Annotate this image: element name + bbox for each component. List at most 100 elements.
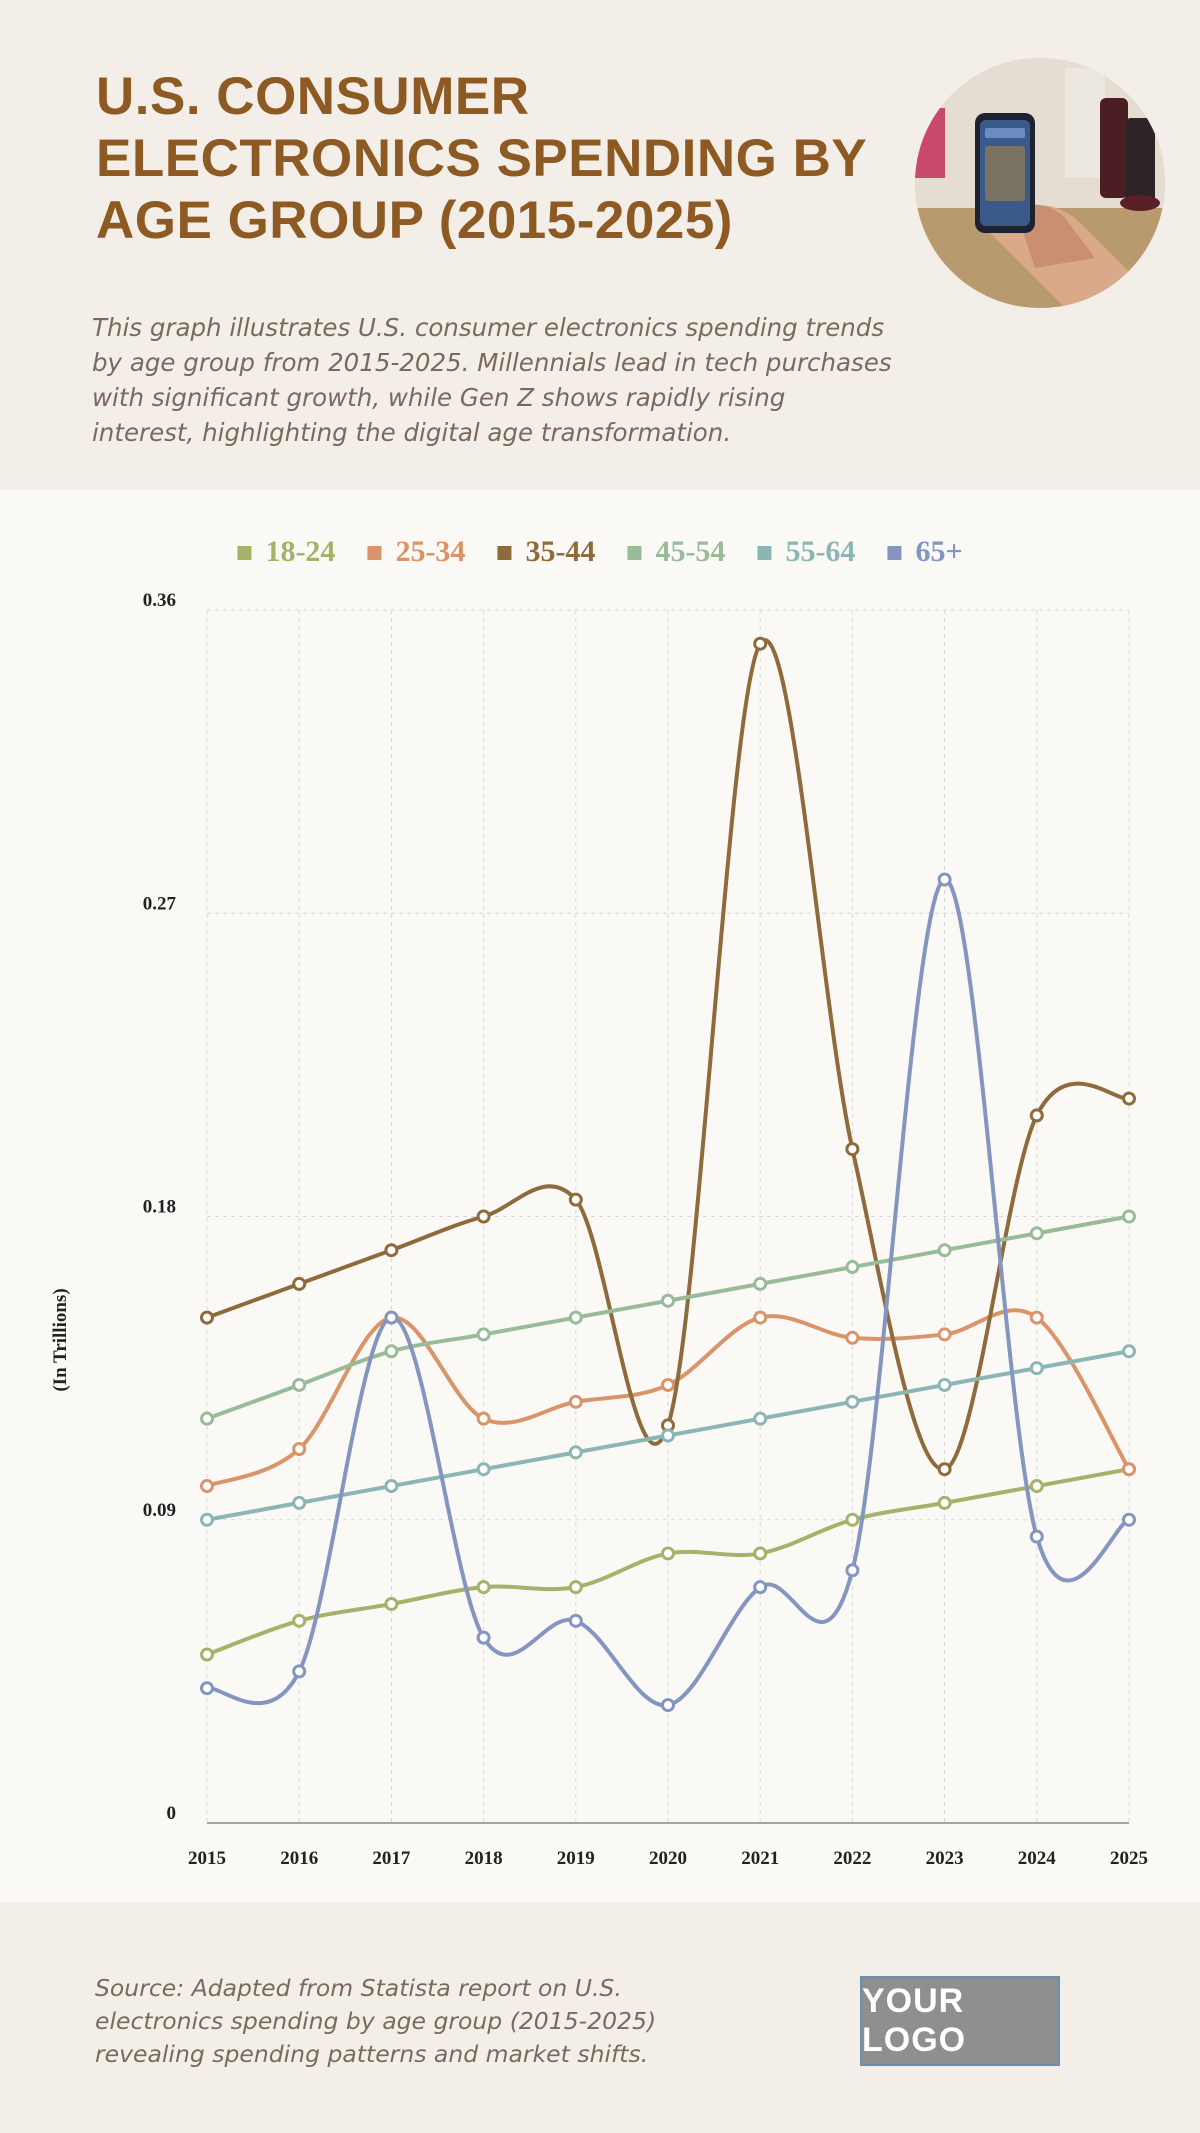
series-25-34 (200, 1308, 1136, 1494)
data-point (292, 1276, 307, 1291)
data-point (292, 1613, 307, 1628)
data-point (384, 1243, 399, 1258)
data-point (845, 1142, 860, 1157)
y-tick-label: 0.09 (143, 1500, 176, 1521)
legend-swatch (367, 546, 382, 560)
x-tick-label: 2025 (1110, 1848, 1148, 1869)
series-line (205, 638, 1131, 1472)
data-point (200, 1647, 214, 1662)
data-point (845, 1512, 860, 1527)
data-point (568, 1580, 583, 1595)
line-chart: 0 0.09 0.18 0.27 0.36 2015 2016 2017 2018 2019 202… (50, 535, 1148, 1869)
data-point (568, 1613, 583, 1628)
data-point (661, 1546, 675, 1561)
grid-lines (206, 609, 1130, 1823)
legend-item: 18-24 (237, 535, 335, 568)
x-tick-label: 2020 (649, 1848, 687, 1869)
data-point (384, 1344, 399, 1359)
header-section: U.S. CONSUMER ELECTRONICS SPENDING BY AG… (0, 0, 1200, 490)
data-point (1029, 1310, 1044, 1325)
y-tick-label: 0.36 (143, 590, 176, 611)
data-point (937, 1243, 952, 1258)
data-point (568, 1445, 583, 1460)
legend-swatch (237, 546, 252, 560)
data-point (200, 1681, 214, 1696)
x-tick-label: 2023 (926, 1848, 964, 1869)
phone-photo-illustration (915, 58, 1165, 308)
series-lines (200, 636, 1136, 1713)
data-point (568, 1394, 583, 1409)
legend-item: 25-34 (367, 535, 465, 568)
data-point (1029, 1479, 1044, 1494)
data-point (937, 1462, 952, 1477)
data-point (937, 1495, 952, 1510)
data-point (200, 1411, 214, 1426)
data-point (753, 1546, 768, 1561)
data-point (661, 1293, 675, 1308)
chart-panel: 0 0.09 0.18 0.27 0.36 2015 2016 2017 2018 2019 202… (0, 490, 1200, 1902)
series-line (205, 877, 1131, 1708)
series-55-64 (200, 1344, 1136, 1527)
legend-label: 55-64 (785, 535, 855, 568)
legend-swatch (887, 546, 902, 560)
phone-photo (915, 58, 1165, 308)
data-point (753, 1276, 768, 1291)
logo-placeholder: YOUR LOGO (860, 1976, 1060, 2066)
data-point (384, 1596, 399, 1611)
data-point (753, 1411, 768, 1426)
data-point (661, 1377, 675, 1392)
data-point (1122, 1462, 1136, 1477)
series-35-44 (200, 636, 1136, 1477)
data-point (845, 1260, 860, 1275)
data-point (1122, 1512, 1136, 1527)
tick-labels: 0 0.09 0.18 0.27 0.36 2015 2016 2017 2018 2019 202… (143, 590, 1148, 1869)
data-point (200, 1479, 214, 1494)
data-point (845, 1563, 860, 1578)
legend-label: 25-34 (395, 535, 465, 568)
data-point (1122, 1091, 1136, 1106)
legend-swatch (497, 546, 512, 560)
x-tick-label: 2022 (833, 1848, 871, 1869)
data-point (476, 1411, 491, 1426)
data-point (937, 872, 952, 887)
data-point (476, 1462, 491, 1477)
legend-item: 45-54 (627, 535, 725, 568)
source-note: Source: Adapted from Statista report on … (95, 1974, 657, 2068)
legend-swatch (627, 546, 642, 560)
x-tick-label: 2018 (465, 1848, 503, 1869)
series-65+ (200, 872, 1136, 1713)
data-point (292, 1495, 307, 1510)
data-point (476, 1580, 491, 1595)
legend-swatch (757, 546, 772, 560)
data-point (1029, 1226, 1044, 1241)
data-point (292, 1377, 307, 1392)
data-point (1122, 1344, 1136, 1359)
legend-label: 18-24 (265, 535, 335, 568)
legend-label: 45-54 (655, 535, 725, 568)
data-point (384, 1310, 399, 1325)
legend-label: 65+ (915, 535, 962, 568)
page-subtitle: This graph illustrates U.S. consumer ele… (92, 313, 892, 447)
data-point (661, 1698, 675, 1713)
x-tick-label: 2024 (1018, 1848, 1057, 1869)
data-point (1029, 1361, 1044, 1376)
legend-item: 65+ (887, 535, 963, 568)
data-point (200, 1310, 214, 1325)
x-tick-label: 2017 (372, 1848, 411, 1869)
data-point (753, 636, 768, 651)
data-point (1122, 1209, 1136, 1224)
data-point (292, 1441, 307, 1456)
series-45-54 (200, 1209, 1136, 1426)
x-tick-label: 2019 (557, 1848, 595, 1869)
data-point (476, 1209, 491, 1224)
logo-text: YOUR LOGO (862, 1982, 967, 2059)
x-tick-label: 2015 (188, 1848, 226, 1869)
data-point (661, 1428, 675, 1443)
data-point (384, 1479, 399, 1494)
y-tick-label: 0 (167, 1803, 177, 1824)
data-point (292, 1664, 307, 1679)
data-point (1029, 1529, 1044, 1544)
data-point (200, 1512, 214, 1527)
data-point (845, 1394, 860, 1409)
